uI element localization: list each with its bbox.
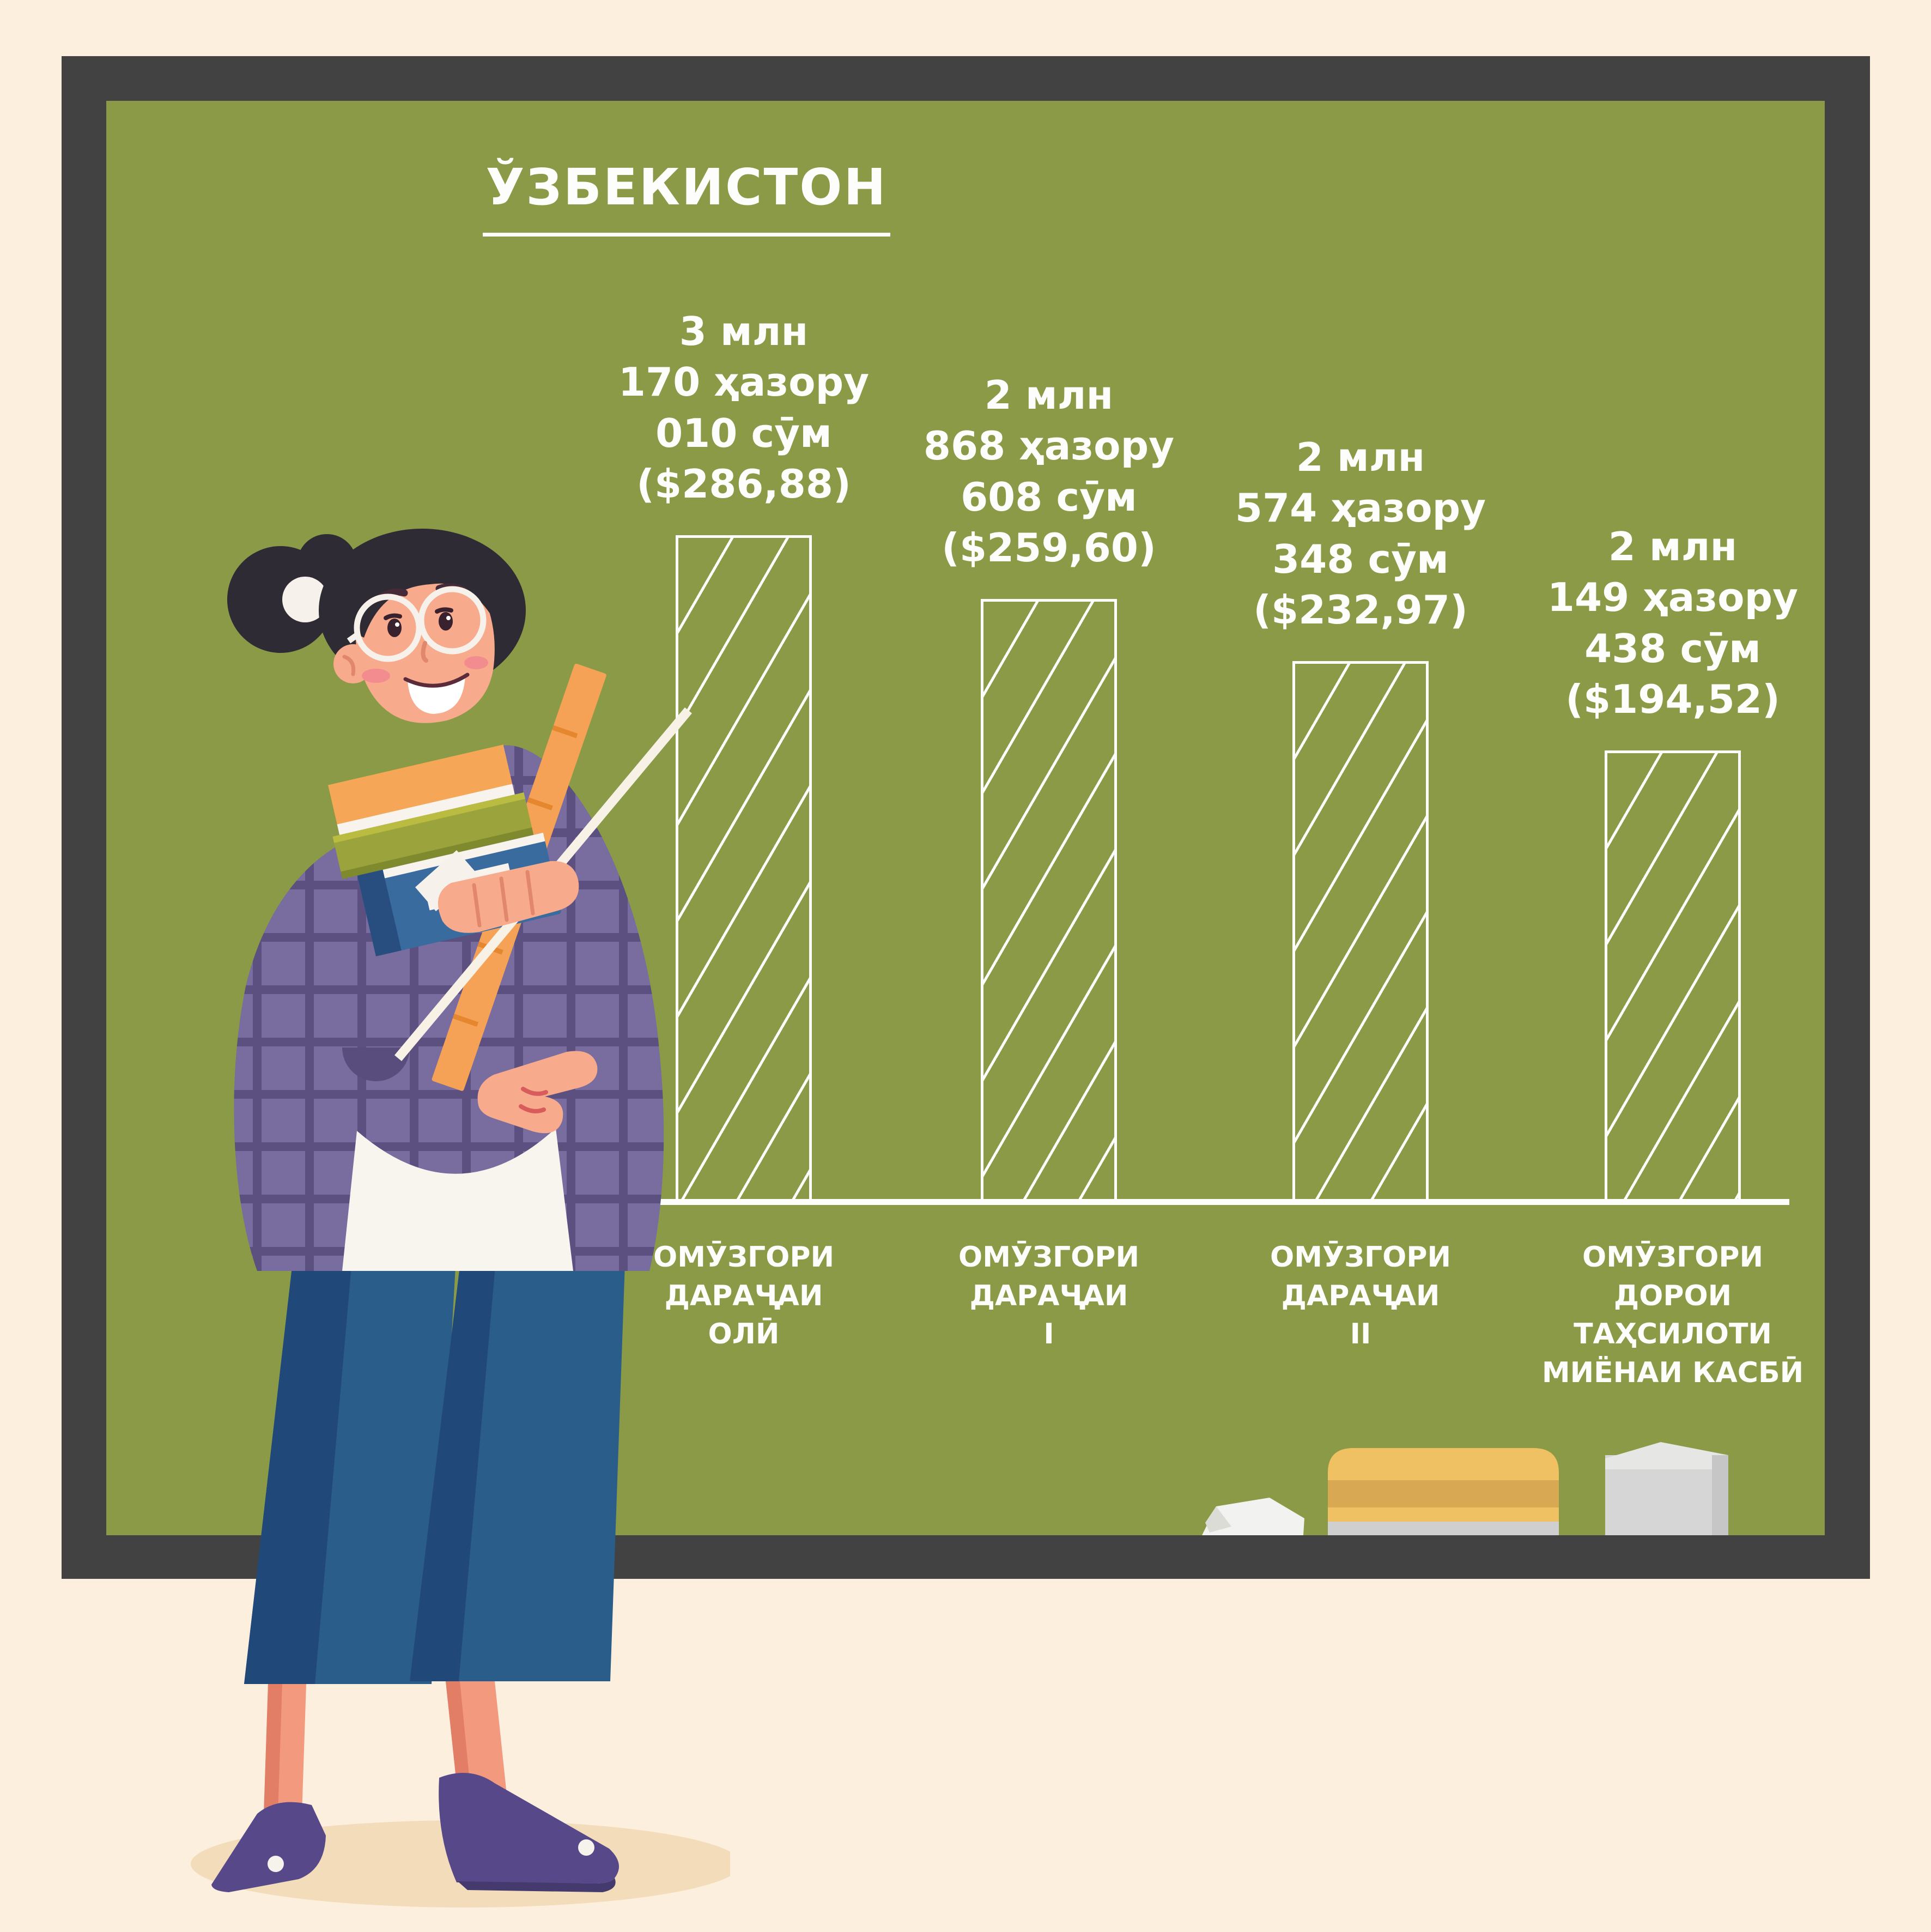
page-title: ЎЗБЕКИСТОН: [482, 158, 891, 237]
axis-line: [615, 1199, 1789, 1205]
bar-2: [981, 599, 1117, 1204]
hip-hand: [477, 1051, 598, 1134]
bar-category-label-1: ОМӮЗГОРИ ДАРАҶАИ ОЛӢ: [653, 1241, 834, 1351]
glasses-icon: [347, 586, 487, 662]
bar-category-label-3: ОМӮЗГОРИ ДАРАҶАИ II: [1270, 1241, 1451, 1351]
hair-scrunchie: [282, 577, 328, 622]
bar-value-label-1: 3 млн 170 ҳазору 010 сӯм ($286,88): [618, 308, 870, 507]
chalk-stick-icon: [1605, 1442, 1728, 1535]
teacher-head: [227, 529, 526, 723]
bar-value-label-4: 2 млн 149 ҳазору 438 сӯм ($194,52): [1547, 523, 1799, 723]
bar-1: [676, 535, 812, 1204]
teacher-illustration: [191, 529, 730, 1907]
bar-value-label-2: 2 млн 868 ҳазору 608 сӯм ($259,60): [923, 372, 1175, 571]
paper-sheets-icon: [1202, 1498, 1304, 1535]
bar-value-label-3: 2 млн 574 ҳазору 348 сӯм ($232,97): [1235, 434, 1486, 633]
teacher-shoes: [211, 1773, 619, 1892]
eraser-icon: [1328, 1448, 1559, 1535]
bar-4: [1605, 750, 1741, 1204]
hair-bangs: [343, 545, 502, 638]
teacher-legs: [244, 1248, 626, 1815]
bar-category-label-2: ОМӮЗГОРИ ДАРАҶАИ I: [958, 1241, 1139, 1351]
bar-category-label-4: ОМӮЗГОРИ ДОРОИ ТАҲСИЛОТИ МИЁНАИ КАСБӢ: [1541, 1241, 1804, 1390]
bar-3: [1292, 661, 1429, 1204]
book-hand: [415, 850, 579, 933]
chalk-tray-items: [1202, 1442, 1728, 1535]
page-title-wrap: ЎЗБЕКИСТОН: [381, 158, 992, 237]
